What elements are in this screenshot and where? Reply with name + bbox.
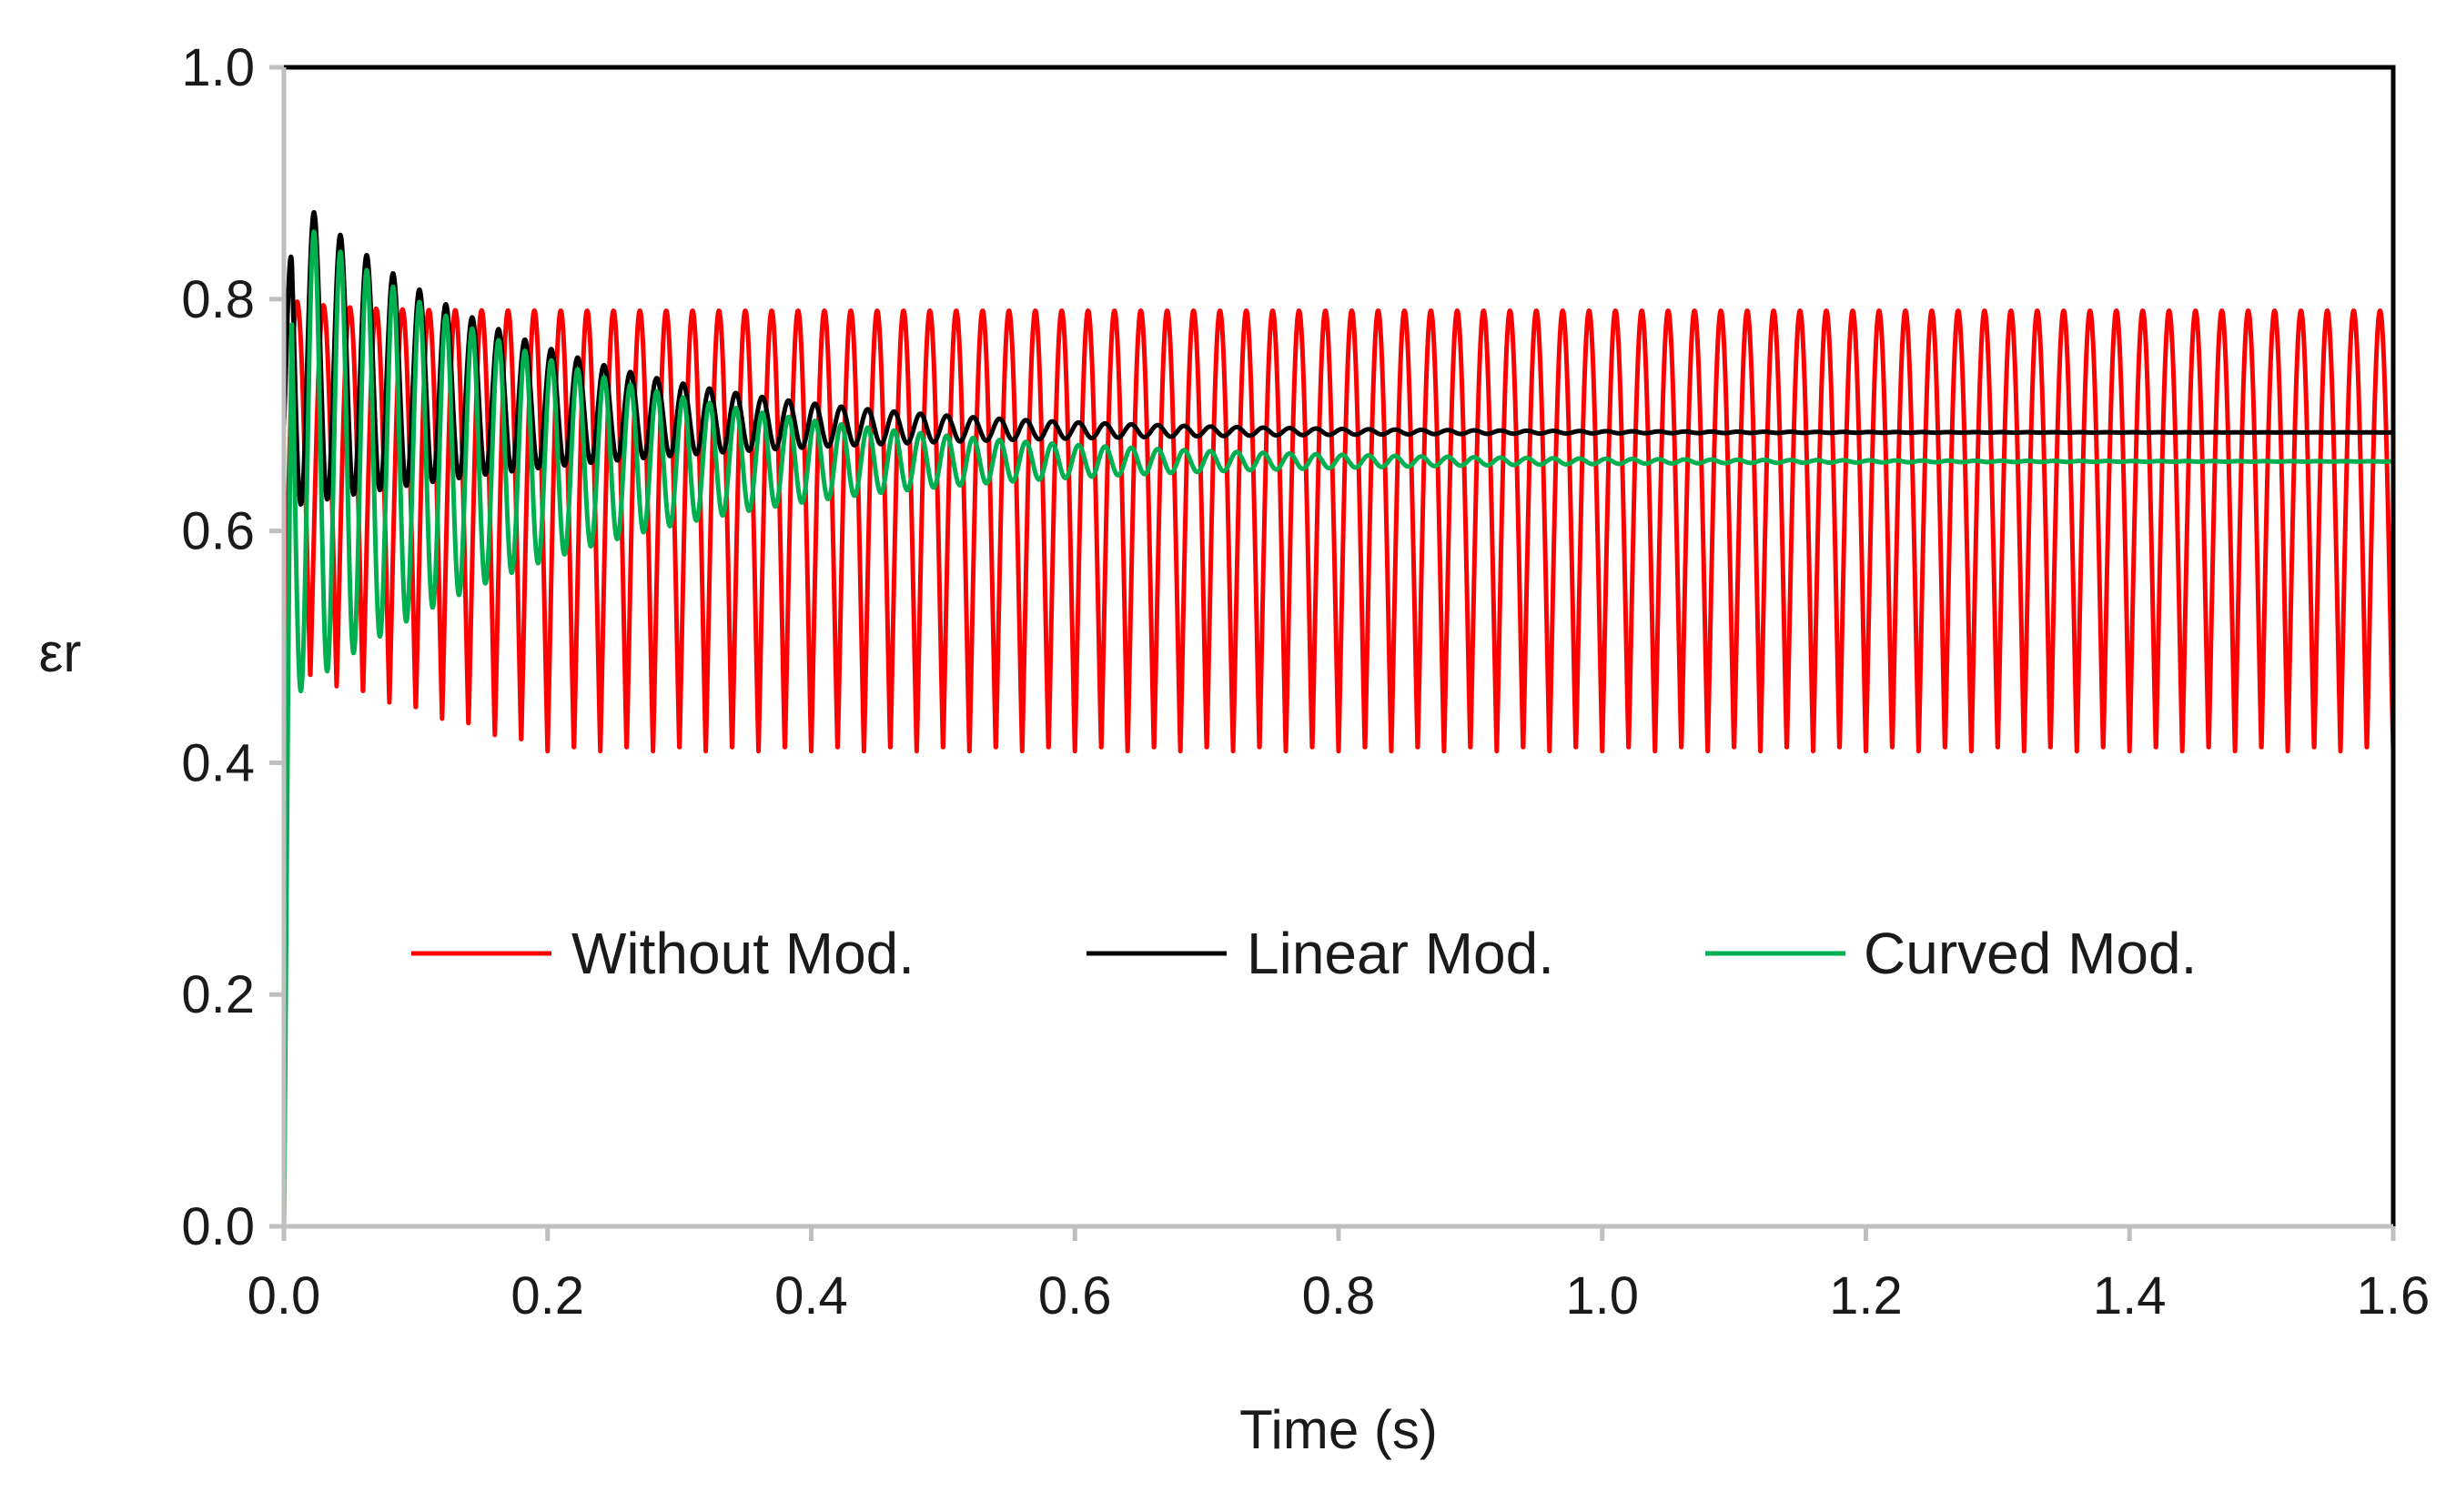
y-tick-label: 0.2 (181, 965, 255, 1024)
x-tick-label: 1.4 (2093, 1266, 2167, 1326)
x-tick-label: 1.6 (2357, 1266, 2431, 1326)
series-line-without-mod (281, 299, 2396, 1227)
y-tick-label: 1.0 (181, 38, 255, 97)
series-line-curved-mod (281, 229, 2396, 1227)
x-axis-title: Time (s) (1239, 1399, 1438, 1460)
legend-label-linear-mod: Linear Mod. (1247, 921, 1554, 986)
x-tick-label: 0.0 (248, 1266, 321, 1326)
y-tick-label: 0.6 (181, 502, 255, 561)
ticks-layer: 0.0 0.2 0.4 0.6 0.8 1.0 1.2 1.4 1.6 0.0 0.2 0.4 0.6 0… (181, 38, 2430, 1326)
series-line-linear-mod (281, 209, 2396, 507)
y-tick-label: 0.8 (181, 270, 255, 329)
x-tick-label: 0.8 (1302, 1266, 1376, 1326)
plot-area-frame (281, 65, 2396, 1229)
x-tick-label: 1.0 (1565, 1266, 1639, 1326)
x-tick-label: 0.2 (510, 1266, 584, 1326)
legend-label-without-mod: Without Mod. (571, 921, 915, 986)
x-tick-label: 0.4 (774, 1266, 848, 1326)
y-tick-label: 0.0 (181, 1197, 255, 1256)
y-axis-title: εr (39, 622, 82, 683)
x-tick-label: 1.2 (1829, 1266, 1903, 1326)
y-tick-label: 0.4 (181, 733, 255, 792)
legend: Without Mod. Linear Mod. Curved Mod. (411, 921, 2197, 986)
x-tick-label: 0.6 (1038, 1266, 1112, 1326)
series-layer (281, 209, 2396, 1227)
legend-label-curved-mod: Curved Mod. (1864, 921, 2197, 986)
